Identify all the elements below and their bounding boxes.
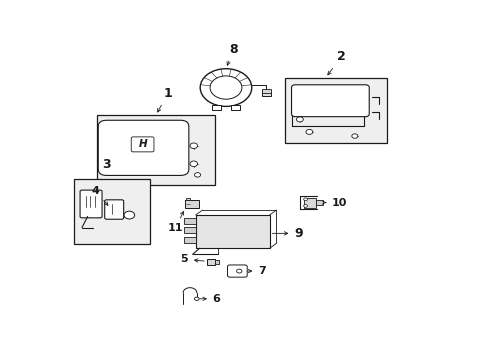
Text: H: H: [138, 139, 146, 149]
Bar: [184, 218, 196, 224]
Circle shape: [194, 173, 200, 177]
Circle shape: [189, 143, 197, 149]
Bar: [184, 227, 196, 233]
FancyBboxPatch shape: [227, 265, 247, 277]
Bar: [262, 91, 271, 96]
Circle shape: [303, 198, 307, 201]
FancyBboxPatch shape: [104, 200, 123, 219]
Bar: [315, 200, 322, 205]
Text: 1: 1: [157, 87, 172, 112]
Circle shape: [351, 134, 357, 138]
Bar: [284, 78, 386, 143]
Bar: [184, 237, 196, 243]
FancyBboxPatch shape: [291, 85, 368, 117]
Circle shape: [189, 161, 197, 167]
Text: 6: 6: [199, 294, 220, 304]
FancyBboxPatch shape: [80, 190, 102, 218]
Bar: [74, 179, 150, 244]
Bar: [206, 259, 215, 265]
Bar: [97, 115, 214, 185]
Circle shape: [124, 211, 134, 219]
Circle shape: [236, 269, 242, 273]
Text: 4: 4: [91, 186, 108, 205]
FancyBboxPatch shape: [131, 137, 154, 152]
Bar: [195, 215, 269, 248]
Circle shape: [194, 297, 199, 301]
Text: 8: 8: [226, 43, 237, 65]
Bar: [215, 260, 219, 264]
Text: 9: 9: [272, 227, 302, 240]
FancyBboxPatch shape: [98, 120, 188, 175]
Circle shape: [303, 204, 307, 207]
Text: 5: 5: [180, 254, 204, 264]
Circle shape: [305, 129, 312, 134]
Text: 7: 7: [247, 266, 265, 276]
Circle shape: [210, 76, 242, 99]
Circle shape: [200, 69, 251, 107]
Bar: [186, 198, 189, 201]
Bar: [211, 105, 221, 110]
Text: 10: 10: [322, 198, 347, 208]
Circle shape: [296, 117, 303, 122]
Bar: [230, 105, 240, 110]
Bar: [303, 198, 315, 208]
Text: 11: 11: [167, 211, 183, 233]
Bar: [262, 89, 271, 93]
Text: 3: 3: [102, 158, 110, 171]
Text: 2: 2: [327, 50, 345, 75]
Bar: [184, 201, 199, 208]
